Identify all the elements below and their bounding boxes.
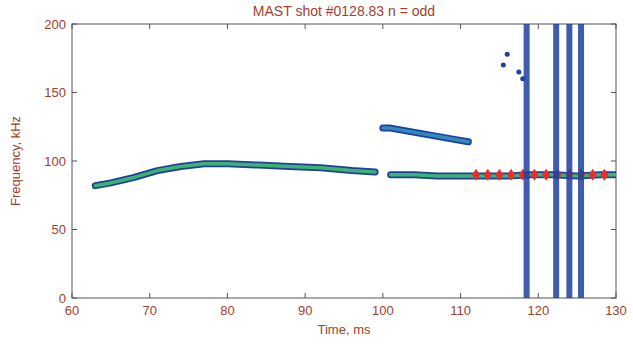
mode-outline [383, 128, 468, 142]
y-tick [72, 161, 77, 162]
x-tick [382, 293, 383, 298]
x-tick [616, 293, 617, 298]
x-tick [227, 24, 228, 29]
x-tick-label: 110 [450, 303, 471, 318]
y-tick [611, 298, 616, 299]
x-tick [149, 24, 150, 29]
point [600, 169, 608, 181]
y-tick-label: 0 [59, 291, 66, 306]
x-axis-label: Time, ms [318, 322, 371, 337]
x-tick-label: 100 [372, 303, 394, 318]
plot-frame [72, 24, 616, 298]
x-tick [538, 293, 539, 298]
y-axis-label: Frequency, kHz [8, 116, 23, 206]
point [501, 63, 506, 68]
y-tick [611, 92, 616, 93]
chart: MAST shot #0128.83 n = odd 60 70 80 90 100 110… [0, 0, 633, 364]
point [472, 169, 480, 181]
point [520, 76, 525, 81]
x-tick-label: 90 [298, 303, 312, 318]
x-tick [538, 24, 539, 29]
title: MAST shot #0128.83 n = odd [253, 3, 435, 19]
x-tick [382, 24, 383, 29]
y-tick [611, 24, 616, 25]
x-tick-label: 130 [605, 303, 627, 318]
point [530, 169, 538, 181]
point [542, 169, 550, 181]
y-tick [611, 161, 616, 162]
y-tick [611, 229, 616, 230]
y-tick [72, 298, 77, 299]
y-tick-label: 100 [44, 154, 66, 169]
x-tick [616, 24, 617, 29]
point [505, 52, 510, 57]
burst-band [578, 24, 584, 298]
point [507, 169, 515, 181]
plot-data [95, 24, 616, 298]
x-tick-label: 60 [65, 303, 79, 318]
x-tick [460, 293, 461, 298]
x-tick [227, 293, 228, 298]
y-tick-label: 150 [44, 85, 66, 100]
x-tick [305, 293, 306, 298]
x-tick-label: 70 [142, 303, 156, 318]
y-tick [72, 24, 77, 25]
x-tick [72, 24, 73, 29]
burst-band [553, 24, 559, 298]
point [589, 169, 597, 181]
y-tick [72, 92, 77, 93]
x-tick [149, 293, 150, 298]
mode-outline [95, 164, 375, 186]
mode-trace [383, 128, 468, 142]
y-tick [72, 229, 77, 230]
burst-band [524, 24, 530, 298]
burst-band [566, 24, 572, 298]
x-tick-label: 80 [220, 303, 234, 318]
y-tick-label: 50 [52, 222, 66, 237]
x-tick [72, 293, 73, 298]
point [484, 169, 492, 181]
point [516, 69, 521, 74]
y-tick-label: 200 [44, 17, 66, 32]
x-tick [460, 24, 461, 29]
x-tick [305, 24, 306, 29]
point [495, 169, 503, 181]
x-tick-label: 120 [527, 303, 549, 318]
mode-trace [95, 164, 375, 186]
